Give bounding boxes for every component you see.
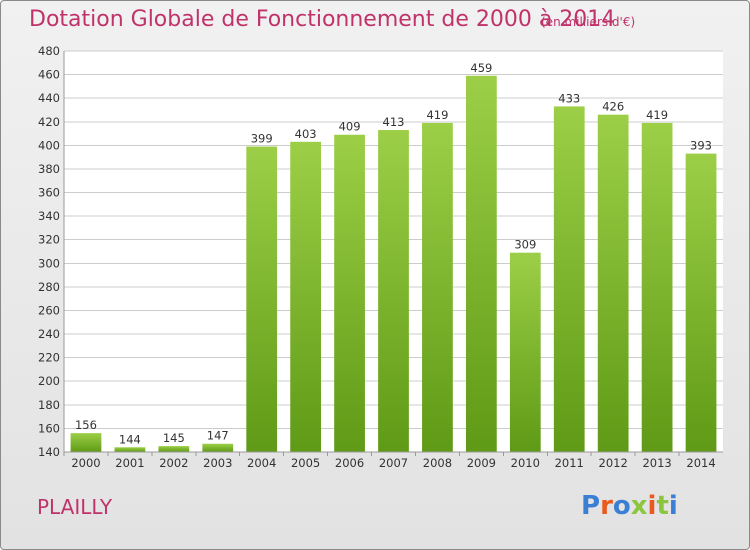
- data-label-2014: 393: [690, 139, 712, 153]
- logo-letter: t: [656, 491, 669, 521]
- y-tick-label: 440: [38, 91, 60, 105]
- bar-2005: [290, 141, 322, 453]
- bar-2010: [509, 252, 541, 452]
- x-tick-label: 2009: [467, 456, 496, 470]
- logo-letter: r: [600, 491, 613, 521]
- data-label-2005: 403: [295, 127, 317, 141]
- y-tick-label: 400: [38, 138, 60, 152]
- bar-2011: [553, 106, 585, 453]
- data-label-2011: 433: [558, 91, 580, 105]
- chart-subtitle: (en milliers d'€): [541, 15, 636, 29]
- y-tick-label: 380: [38, 162, 60, 176]
- bar-2012: [597, 114, 629, 452]
- y-tick-label: 140: [38, 445, 60, 459]
- y-tick-label: 260: [38, 303, 60, 317]
- data-label-2007: 413: [383, 115, 405, 129]
- x-tick-label: 2008: [423, 456, 452, 470]
- bar-2001: [114, 447, 146, 452]
- x-tick-label: 2013: [642, 456, 671, 470]
- x-tick-label: 2000: [71, 456, 100, 470]
- x-tick-label: 2004: [247, 456, 276, 470]
- data-label-2008: 419: [426, 108, 448, 122]
- y-tick-label: 240: [38, 327, 60, 341]
- data-label-2010: 309: [514, 238, 536, 252]
- logo-letter: x: [630, 491, 648, 521]
- x-tick-label: 2007: [379, 456, 408, 470]
- x-tick-label: 2011: [555, 456, 584, 470]
- data-label-2009: 459: [470, 61, 492, 75]
- data-label-2013: 419: [646, 108, 668, 122]
- x-tick-label: 2003: [203, 456, 232, 470]
- logo-letter: i: [647, 491, 657, 521]
- y-axis: 140 160 180 200 220 240 260 280 300 320 340 360 380 4…: [38, 44, 65, 459]
- bar-2002: [158, 446, 190, 452]
- logo-letter: P: [581, 491, 601, 521]
- data-label-2003: 147: [207, 429, 229, 443]
- y-tick-label: 460: [38, 68, 60, 82]
- bar-2014: [685, 153, 717, 452]
- y-tick-label: 160: [38, 421, 60, 435]
- y-tick-label: 320: [38, 233, 60, 247]
- y-tick-label: 280: [38, 280, 60, 294]
- x-tick-label: 2010: [511, 456, 540, 470]
- proxiti-logo: Proxiti: [581, 491, 678, 521]
- y-tick-label: 180: [38, 398, 60, 412]
- y-tick-label: 360: [38, 186, 60, 200]
- data-label-2004: 399: [251, 132, 273, 146]
- x-tick-label: 2002: [159, 456, 188, 470]
- logo-letter: o: [612, 491, 631, 521]
- y-tick-label: 300: [38, 256, 60, 270]
- bar-2008: [422, 122, 453, 452]
- bar-2013: [641, 122, 673, 452]
- bar-2006: [334, 134, 365, 453]
- data-label-2002: 145: [163, 431, 185, 445]
- x-tick-label: 2005: [291, 456, 320, 470]
- bars: [70, 75, 717, 453]
- logo-letter: i: [668, 491, 678, 521]
- data-label-2000: 156: [75, 418, 97, 432]
- bar-2007: [378, 130, 409, 453]
- chart-title: Dotation Globale de Fonctionnement de 20…: [29, 7, 616, 32]
- y-tick-label: 420: [38, 115, 60, 129]
- data-label-2012: 426: [602, 100, 624, 114]
- y-tick-label: 480: [38, 44, 60, 58]
- data-label-2006: 409: [339, 120, 361, 134]
- commune-name: PLAILLY: [37, 495, 113, 519]
- y-tick-label: 200: [38, 374, 60, 388]
- x-tick-label: 2006: [335, 456, 364, 470]
- bar-2009: [465, 75, 497, 453]
- data-label-2001: 144: [119, 432, 141, 446]
- bar-2004: [246, 146, 278, 452]
- x-axis: 2000 2001 2002 2003 2004 2005 2006 2007 2008 2009…: [63, 451, 723, 470]
- y-tick-label: 340: [38, 209, 60, 223]
- y-tick-label: 220: [38, 351, 60, 365]
- data-labels: 156 144 145 147 399 403 409 413 419 459 309 433 426 4…: [75, 61, 712, 447]
- bar-2003: [202, 443, 234, 452]
- bar-2000: [70, 433, 102, 452]
- x-tick-label: 2001: [115, 456, 144, 470]
- x-tick-label: 2012: [599, 456, 628, 470]
- x-tick-label: 2014: [686, 456, 715, 470]
